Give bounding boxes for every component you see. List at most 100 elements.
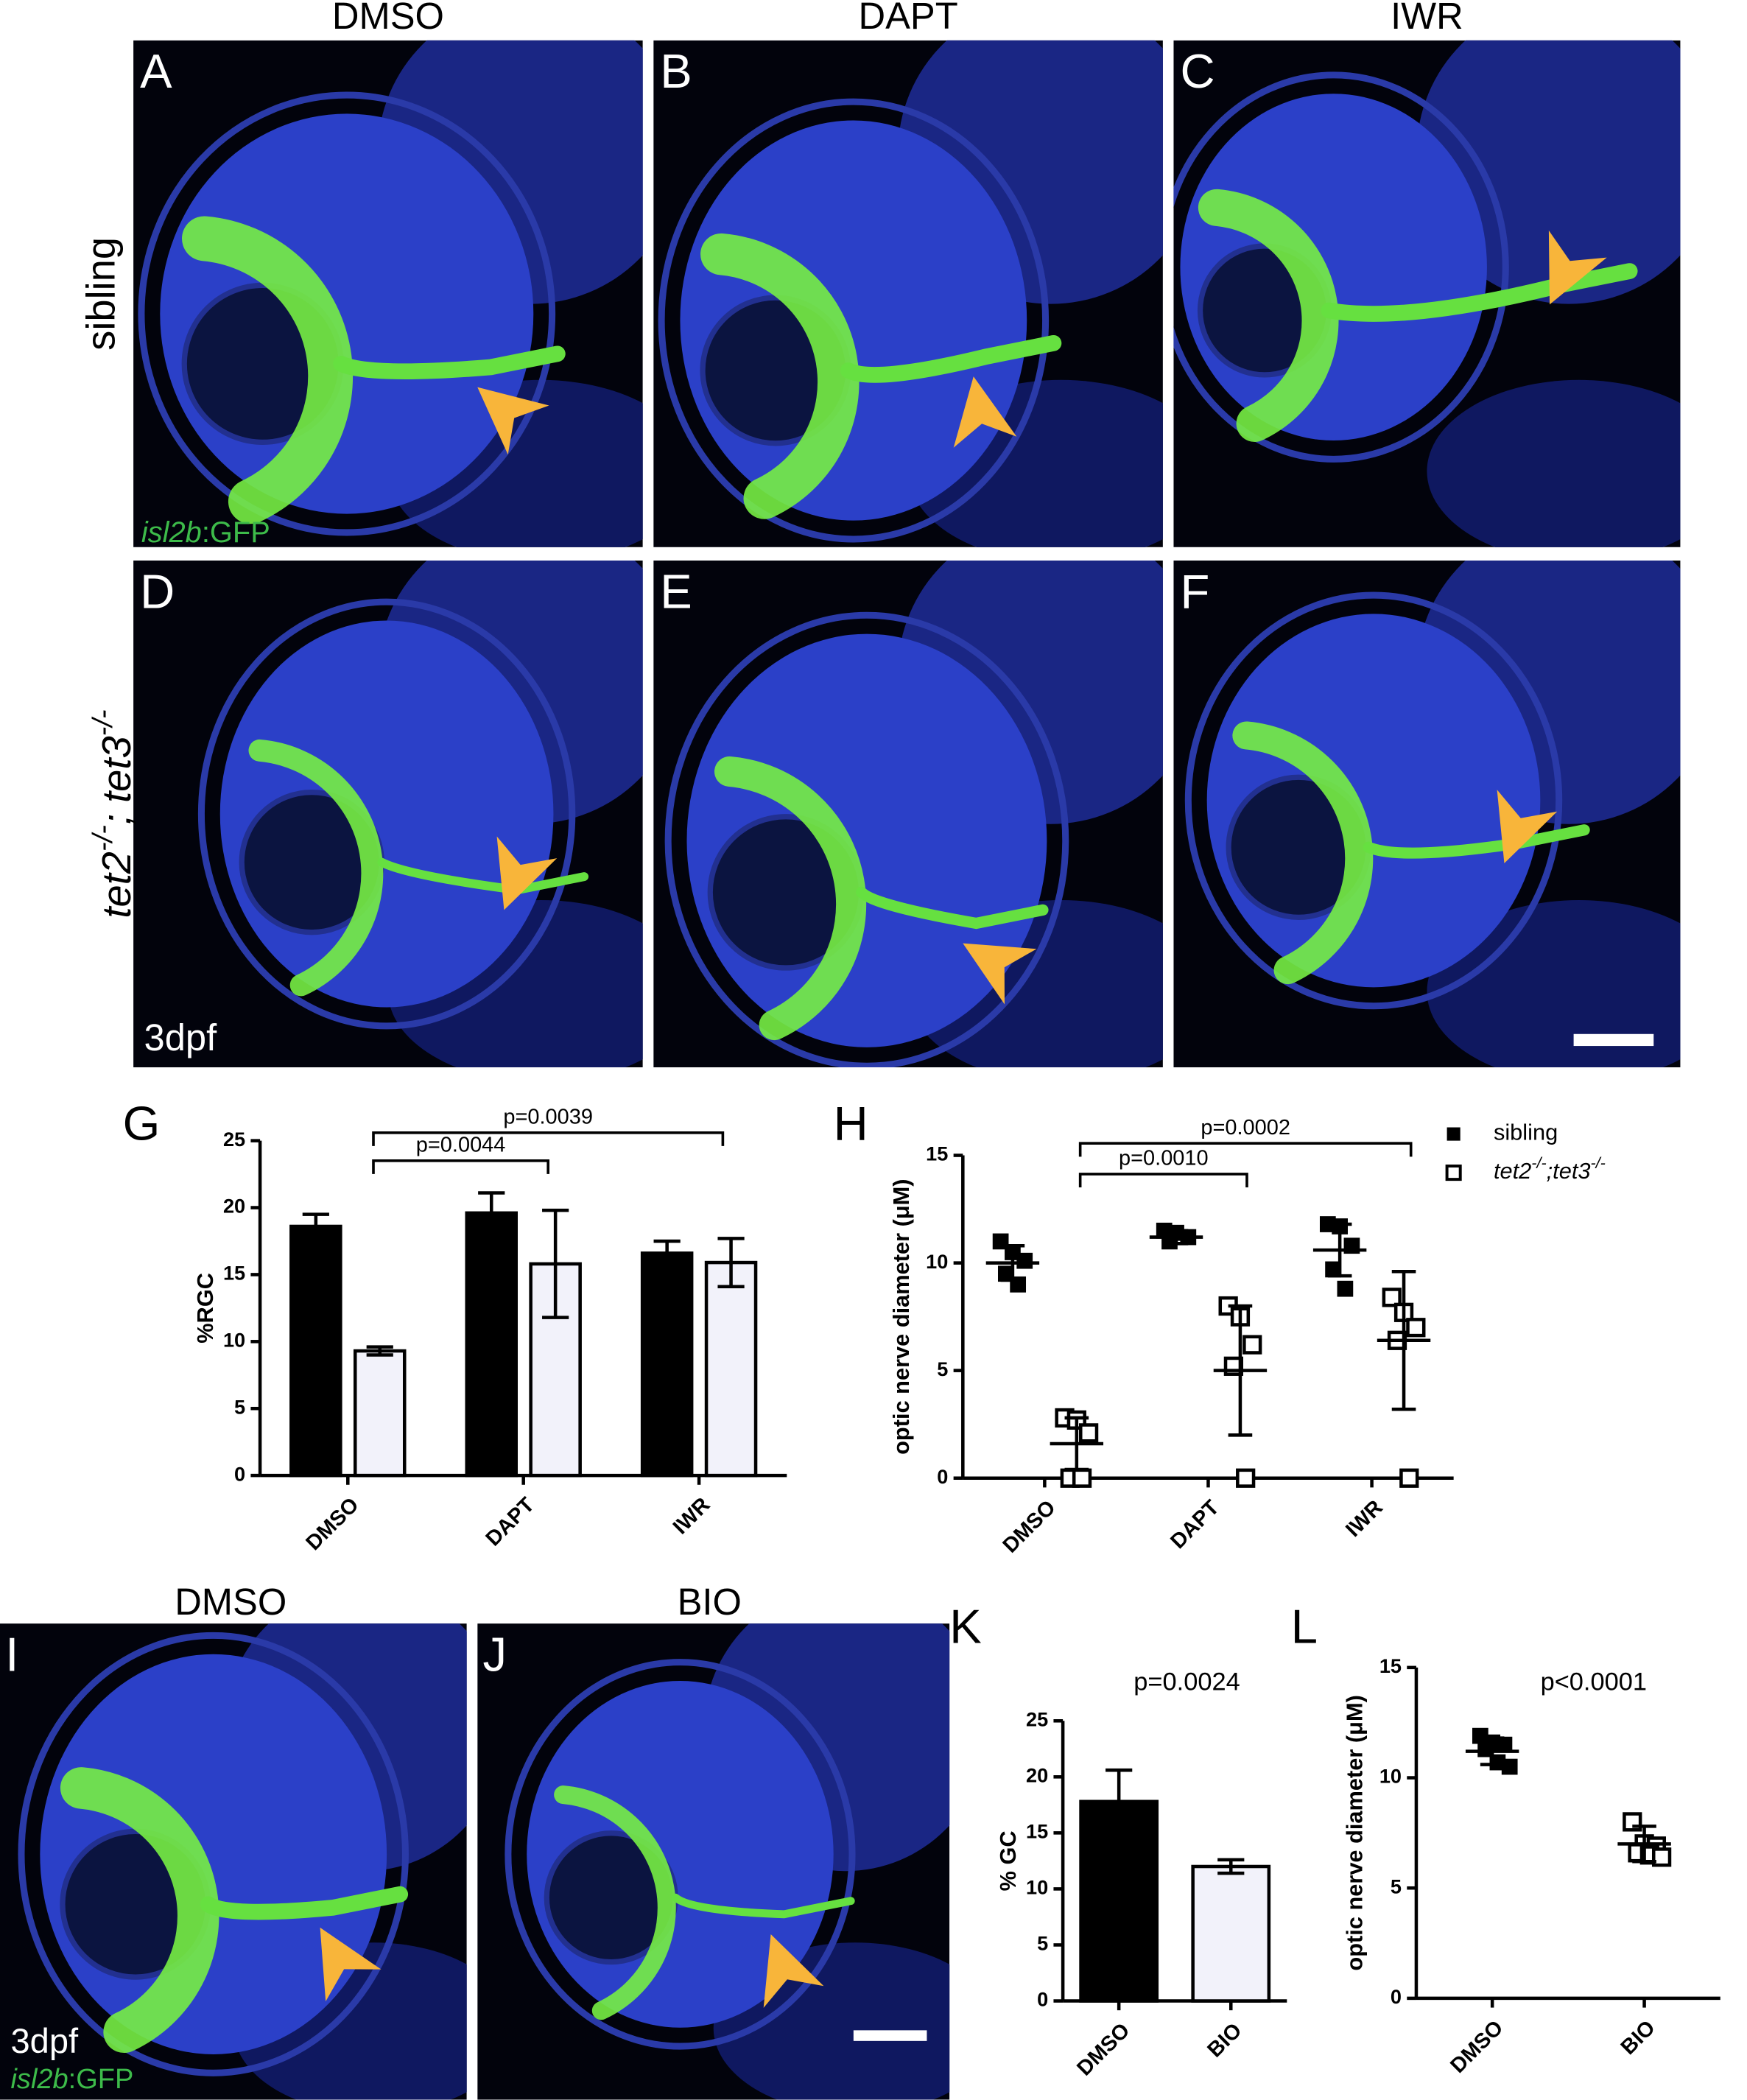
gfp-layer (182, 216, 354, 524)
micrograph-content (133, 40, 643, 547)
text-part: ; tet3 (94, 736, 139, 825)
bar (465, 1211, 518, 1478)
panel-label: G (123, 1097, 161, 1151)
optic-nerve (1321, 263, 1638, 322)
y-tick-label: 10 (1379, 1765, 1402, 1788)
legend-marker (1445, 1165, 1462, 1181)
optic-nerve (1363, 824, 1590, 859)
micrograph (653, 560, 1163, 1068)
y-tick-label: 10 (1026, 1876, 1048, 1899)
y-tick-label: 5 (1037, 1932, 1048, 1955)
panel-label: I (5, 1627, 18, 1681)
x-tick-label: DAPT (482, 1493, 540, 1551)
micrograph-content (1173, 40, 1681, 547)
point (1382, 1288, 1402, 1307)
point (1477, 1741, 1494, 1757)
arrowhead (477, 387, 549, 455)
arrowhead (496, 836, 558, 910)
point (1337, 1280, 1354, 1297)
point (1325, 1261, 1341, 1278)
micrograph (477, 1623, 950, 2100)
point (1406, 1318, 1426, 1338)
micrograph (653, 40, 1163, 547)
point (1072, 1468, 1092, 1488)
bar (1191, 1864, 1271, 2003)
eye-outline (1184, 591, 1563, 1010)
y-tick-label: 25 (223, 1128, 245, 1151)
gfp-layer (60, 1767, 219, 2054)
panel-label: J (482, 1627, 507, 1681)
row-label: sibling (79, 237, 124, 351)
x-tick-label: BIO (1617, 2016, 1660, 2059)
panel-label: E (660, 564, 692, 618)
legend-marker (1447, 1127, 1460, 1141)
y-axis-label: % GC (995, 1830, 1021, 1891)
eye-outline (658, 98, 1050, 543)
optic-nerve (671, 1893, 855, 1919)
p-value: p=0.0010 (1119, 1147, 1209, 1170)
arrowhead (1497, 790, 1558, 864)
gfp-layer (1232, 721, 1374, 985)
scale-bar (1573, 1033, 1654, 1047)
panel-label: A (140, 44, 172, 98)
significance-bracket (372, 1131, 725, 1146)
eye-outline (505, 1659, 856, 2050)
panel-label: H (834, 1097, 868, 1151)
p-value: p<0.0001 (1541, 1668, 1647, 1696)
text-part: -/- (88, 825, 119, 851)
chart: 0 5 10 15 20 25 %RGC DMSO DAPT IWR p=0.0044 p=0.003… (192, 1106, 787, 1555)
y-tick-label: 10 (926, 1250, 948, 1273)
column-header: BIO (678, 1581, 742, 1623)
y-tick-label: 0 (937, 1465, 948, 1488)
micrograph-content (477, 1623, 950, 2100)
y-tick-label: 5 (937, 1358, 948, 1380)
gfp-layer (554, 1785, 676, 2020)
scale-bar (853, 2030, 927, 2041)
point (1496, 1736, 1513, 1753)
arrowhead (953, 376, 1017, 448)
y-tick-label: 10 (223, 1328, 245, 1351)
reporter-suffix: :GFP (202, 516, 270, 548)
gfp-layer (714, 756, 867, 1041)
x-tick-label: DMSO (1072, 2018, 1134, 2080)
y-tick-label: 0 (1391, 1985, 1402, 2008)
significance-bracket (372, 1159, 550, 1174)
significance-bracket (1078, 1142, 1413, 1157)
optic-nerve (856, 886, 1049, 930)
reporter-gene: isl2b (10, 2064, 68, 2095)
y-tick-label: 0 (1037, 1988, 1048, 2011)
x-tick-label: DMSO (999, 1496, 1061, 1558)
arrowhead (320, 1927, 382, 2002)
optic-nerve (840, 334, 1062, 383)
optic-nerve (200, 1886, 409, 1920)
panel-label: K (949, 1599, 981, 1653)
p-value: p=0.0024 (1133, 1668, 1240, 1696)
eye-outline (18, 1632, 409, 2076)
y-axis-label: optic nerve diameter (μM) (888, 1179, 914, 1454)
y-tick-label: 15 (926, 1142, 948, 1165)
eye-outline (197, 598, 576, 1030)
gfp-layer (700, 233, 860, 519)
chart: 0 5 10 15 20 25 % GC DMSO BIO p=0.0024 (995, 1668, 1287, 2081)
bar (289, 1224, 342, 1478)
text-part: -/- (88, 709, 119, 736)
y-tick-label: 15 (1026, 1820, 1048, 1843)
micrograph-content (1173, 560, 1681, 1068)
point (1242, 1335, 1262, 1355)
tissue (1427, 379, 1681, 547)
panel-label: B (660, 44, 692, 98)
bar (640, 1251, 694, 1478)
arrowhead (1548, 230, 1607, 305)
optic-nerve (333, 345, 566, 380)
x-tick-label: BIO (1203, 2018, 1246, 2062)
micrograph (133, 560, 643, 1068)
gfp-layer (1198, 189, 1339, 442)
reporter-label: isl2b:GFP (10, 2064, 133, 2095)
y-tick-label: 25 (1026, 1707, 1048, 1730)
arrowhead (963, 943, 1037, 1005)
text-part: tet2 (1494, 1158, 1531, 1184)
legend-label: sibling (1494, 1120, 1558, 1145)
bar (353, 1349, 407, 1478)
